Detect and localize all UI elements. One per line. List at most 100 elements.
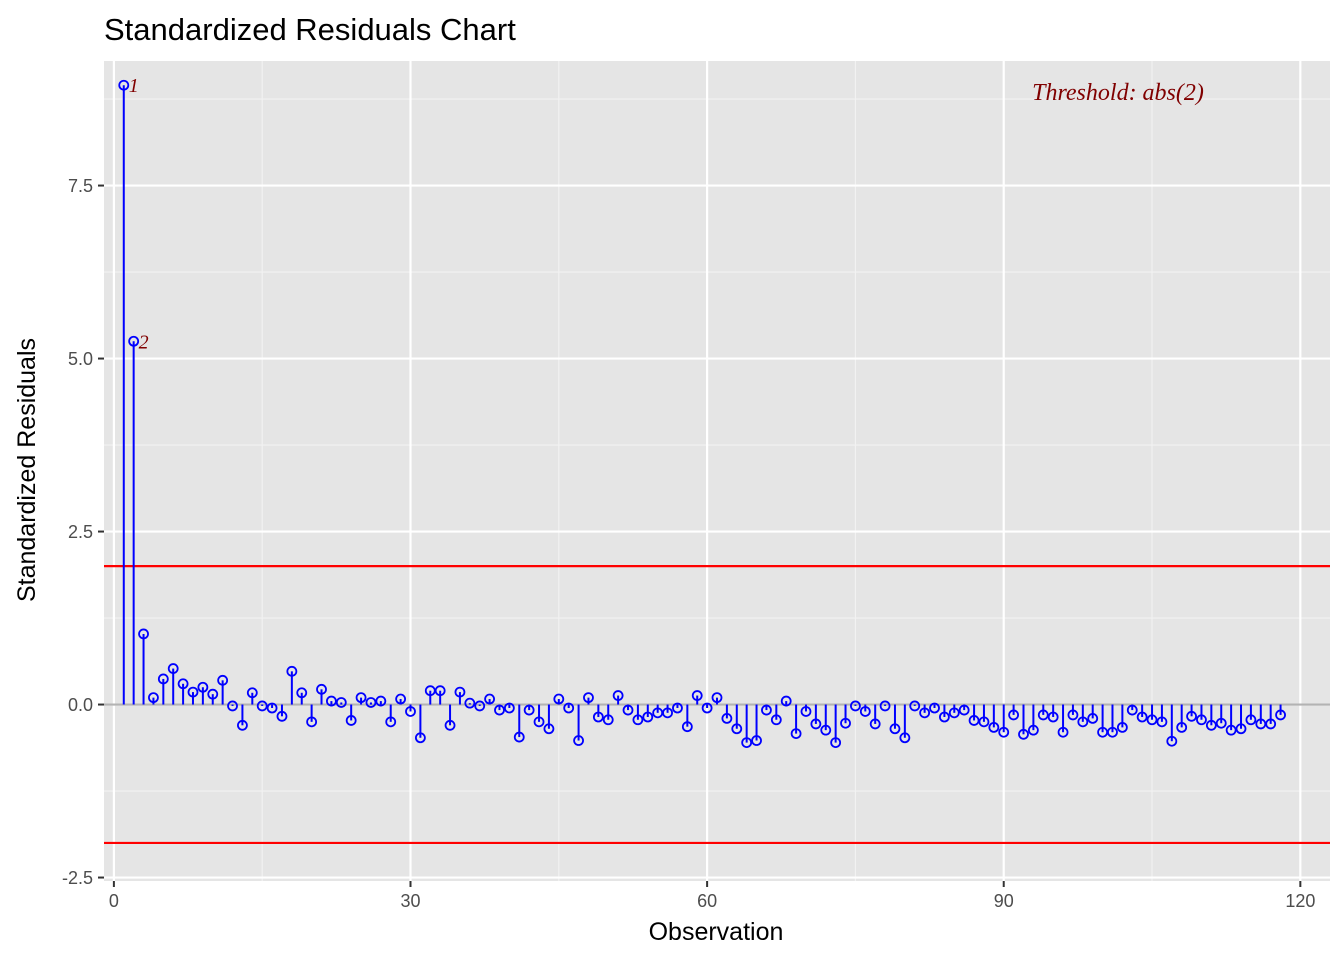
data-point — [1067, 709, 1079, 721]
x-tick-label: 120 — [1285, 891, 1315, 911]
data-point — [672, 702, 683, 714]
data-point — [840, 717, 851, 729]
data-point — [573, 735, 584, 746]
data-point — [1146, 714, 1158, 726]
data-point — [256, 700, 268, 712]
data-point — [246, 687, 258, 699]
data-point — [691, 690, 703, 701]
plot-panel — [104, 61, 1330, 881]
data-point — [810, 718, 822, 730]
data-point — [602, 714, 614, 726]
data-point — [1215, 717, 1227, 729]
x-axis-ticks: 0 30 60 90 120 — [109, 881, 1315, 911]
data-point — [1126, 704, 1138, 716]
data-point — [899, 732, 911, 744]
data-point — [1027, 724, 1039, 736]
data-point — [286, 665, 298, 677]
data-point — [266, 702, 278, 714]
stem-series — [118, 79, 1286, 749]
data-point — [375, 695, 387, 707]
data-point — [187, 686, 199, 698]
data-point — [454, 686, 466, 698]
data-point — [306, 716, 318, 728]
data-point — [385, 716, 397, 728]
major-gridlines — [104, 61, 1330, 881]
x-tick-label: 0 — [109, 891, 119, 911]
data-point — [197, 681, 209, 693]
point-labels: 12 — [129, 75, 149, 353]
data-point — [1225, 724, 1237, 736]
data-point — [711, 692, 723, 704]
data-point — [316, 683, 327, 695]
data-point — [553, 693, 565, 705]
data-point — [1116, 721, 1128, 733]
data-point — [642, 711, 654, 723]
y-tick-label: 0.0 — [68, 695, 93, 715]
data-point — [1008, 709, 1020, 721]
data-point — [365, 697, 377, 708]
data-point — [761, 704, 772, 716]
x-tick-label: 60 — [697, 891, 717, 911]
data-point — [563, 702, 575, 714]
data-point — [533, 716, 545, 728]
data-point — [869, 718, 881, 730]
data-point — [978, 716, 990, 728]
y-axis-ticks: -2.5 0.0 2.5 5.0 7.5 — [62, 176, 104, 888]
data-point — [296, 687, 308, 699]
data-point — [1245, 714, 1257, 726]
data-point — [1275, 709, 1286, 721]
data-point — [1156, 716, 1168, 728]
data-point — [632, 714, 644, 726]
data-point — [217, 674, 229, 686]
data-point — [464, 697, 476, 709]
data-point — [1018, 728, 1029, 740]
data-point — [583, 692, 594, 704]
data-point — [1196, 714, 1207, 726]
data-point — [988, 721, 1000, 733]
data-point — [830, 737, 842, 749]
data-point — [503, 702, 515, 714]
data-point — [177, 678, 189, 690]
data-point — [929, 702, 940, 714]
data-point — [513, 731, 525, 743]
data-point — [731, 723, 743, 735]
data-point — [662, 707, 673, 719]
data-point — [1186, 710, 1197, 722]
data-point — [612, 690, 624, 701]
data-point — [1077, 716, 1089, 728]
data-point — [780, 695, 792, 707]
x-axis-title: Observation — [649, 918, 784, 946]
data-point — [751, 735, 762, 746]
data-point — [948, 707, 960, 719]
y-tick-label: 2.5 — [68, 522, 93, 542]
data-point — [326, 695, 337, 707]
data-point — [444, 719, 456, 731]
data-point — [800, 706, 812, 717]
threshold-annotation: Threshold: abs(2) — [1032, 80, 1204, 106]
data-point — [879, 700, 891, 712]
data-point — [355, 692, 367, 704]
data-point — [1057, 726, 1069, 738]
data-point — [592, 711, 604, 723]
data-point — [741, 737, 753, 749]
data-point — [998, 726, 1010, 738]
data-point — [128, 335, 140, 347]
data-point — [968, 715, 980, 726]
data-point — [434, 685, 446, 697]
data-point — [1087, 712, 1099, 724]
data-point — [820, 724, 832, 736]
x-tick-label: 30 — [400, 891, 420, 911]
data-point — [157, 673, 169, 685]
data-point — [770, 714, 782, 726]
point-label: 2 — [139, 331, 149, 353]
data-point — [523, 704, 535, 716]
y-tick-label: -2.5 — [62, 868, 93, 888]
data-point — [138, 628, 149, 640]
chart-title: Standardized Residuals Chart — [104, 12, 516, 47]
data-point — [207, 688, 219, 700]
data-point — [721, 712, 733, 724]
data-point — [909, 700, 921, 712]
data-point — [958, 704, 970, 716]
data-point — [1107, 726, 1118, 738]
